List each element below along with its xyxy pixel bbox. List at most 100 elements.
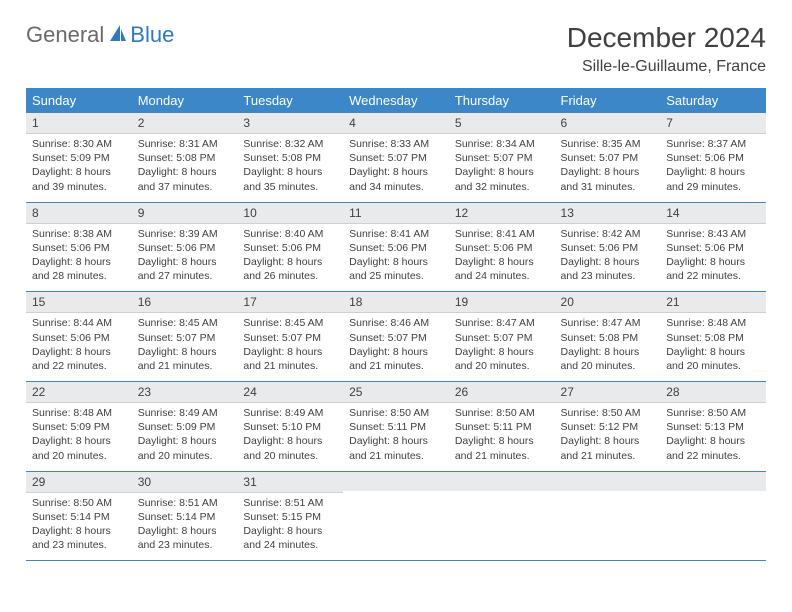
sunset-line: Sunset: 5:07 PM (243, 331, 337, 345)
sunset-line: Sunset: 5:15 PM (243, 510, 337, 524)
sunrise-line: Sunrise: 8:45 AM (243, 316, 337, 330)
daylight-line: Daylight: 8 hours and 27 minutes. (138, 255, 232, 283)
day-body: Sunrise: 8:37 AMSunset: 5:06 PMDaylight:… (660, 134, 766, 202)
daylight-line: Daylight: 8 hours and 23 minutes. (561, 255, 655, 283)
daylight-line: Daylight: 8 hours and 23 minutes. (138, 524, 232, 552)
day-body: Sunrise: 8:50 AMSunset: 5:14 PMDaylight:… (26, 493, 132, 561)
empty-day-number (555, 472, 661, 491)
sunset-line: Sunset: 5:14 PM (32, 510, 126, 524)
sunset-line: Sunset: 5:08 PM (561, 331, 655, 345)
brand-text-general: General (26, 22, 104, 48)
day-cell: 25Sunrise: 8:50 AMSunset: 5:11 PMDayligh… (343, 382, 449, 472)
sunset-line: Sunset: 5:08 PM (138, 151, 232, 165)
sunrise-line: Sunrise: 8:50 AM (32, 496, 126, 510)
daylight-line: Daylight: 8 hours and 28 minutes. (32, 255, 126, 283)
sunrise-line: Sunrise: 8:35 AM (561, 137, 655, 151)
weekday-header: Sunday (26, 88, 132, 113)
day-body: Sunrise: 8:35 AMSunset: 5:07 PMDaylight:… (555, 134, 661, 202)
day-cell: 26Sunrise: 8:50 AMSunset: 5:11 PMDayligh… (449, 382, 555, 472)
day-cell: 15Sunrise: 8:44 AMSunset: 5:06 PMDayligh… (26, 292, 132, 382)
brand-logo: General Blue (26, 22, 174, 48)
day-cell: 12Sunrise: 8:41 AMSunset: 5:06 PMDayligh… (449, 202, 555, 292)
sunrise-line: Sunrise: 8:50 AM (561, 406, 655, 420)
sunrise-line: Sunrise: 8:38 AM (32, 227, 126, 241)
day-cell: 14Sunrise: 8:43 AMSunset: 5:06 PMDayligh… (660, 202, 766, 292)
day-number: 25 (343, 382, 449, 403)
day-cell: 21Sunrise: 8:48 AMSunset: 5:08 PMDayligh… (660, 292, 766, 382)
sunset-line: Sunset: 5:06 PM (666, 241, 760, 255)
sunrise-line: Sunrise: 8:48 AM (666, 316, 760, 330)
sunrise-line: Sunrise: 8:47 AM (455, 316, 549, 330)
day-body: Sunrise: 8:32 AMSunset: 5:08 PMDaylight:… (237, 134, 343, 202)
sunset-line: Sunset: 5:06 PM (455, 241, 549, 255)
sunrise-line: Sunrise: 8:40 AM (243, 227, 337, 241)
day-number: 16 (132, 292, 238, 313)
day-cell: 11Sunrise: 8:41 AMSunset: 5:06 PMDayligh… (343, 202, 449, 292)
day-body: Sunrise: 8:45 AMSunset: 5:07 PMDaylight:… (237, 313, 343, 381)
sunset-line: Sunset: 5:11 PM (349, 420, 443, 434)
sunrise-line: Sunrise: 8:46 AM (349, 316, 443, 330)
daylight-line: Daylight: 8 hours and 21 minutes. (243, 345, 337, 373)
sunset-line: Sunset: 5:13 PM (666, 420, 760, 434)
sunset-line: Sunset: 5:06 PM (666, 151, 760, 165)
sunset-line: Sunset: 5:07 PM (138, 331, 232, 345)
sunset-line: Sunset: 5:06 PM (32, 331, 126, 345)
sunrise-line: Sunrise: 8:30 AM (32, 137, 126, 151)
daylight-line: Daylight: 8 hours and 23 minutes. (32, 524, 126, 552)
day-number: 15 (26, 292, 132, 313)
daylight-line: Daylight: 8 hours and 20 minutes. (138, 434, 232, 462)
day-cell: 17Sunrise: 8:45 AMSunset: 5:07 PMDayligh… (237, 292, 343, 382)
empty-day-number (660, 472, 766, 491)
daylight-line: Daylight: 8 hours and 20 minutes. (561, 345, 655, 373)
sunrise-line: Sunrise: 8:50 AM (455, 406, 549, 420)
day-cell: 20Sunrise: 8:47 AMSunset: 5:08 PMDayligh… (555, 292, 661, 382)
sunrise-line: Sunrise: 8:42 AM (561, 227, 655, 241)
brand-sail-icon (108, 23, 128, 48)
sunset-line: Sunset: 5:14 PM (138, 510, 232, 524)
sunrise-line: Sunrise: 8:51 AM (138, 496, 232, 510)
day-number: 19 (449, 292, 555, 313)
sunrise-line: Sunrise: 8:50 AM (666, 406, 760, 420)
daylight-line: Daylight: 8 hours and 39 minutes. (32, 165, 126, 193)
day-cell: 13Sunrise: 8:42 AMSunset: 5:06 PMDayligh… (555, 202, 661, 292)
sunset-line: Sunset: 5:08 PM (243, 151, 337, 165)
weekday-header: Monday (132, 88, 238, 113)
daylight-line: Daylight: 8 hours and 22 minutes. (666, 255, 760, 283)
sunrise-line: Sunrise: 8:51 AM (243, 496, 337, 510)
sunrise-line: Sunrise: 8:39 AM (138, 227, 232, 241)
empty-day-number (343, 472, 449, 491)
day-body: Sunrise: 8:42 AMSunset: 5:06 PMDaylight:… (555, 224, 661, 292)
header: General Blue December 2024 Sille-le-Guil… (26, 22, 766, 76)
sunset-line: Sunset: 5:06 PM (561, 241, 655, 255)
sunrise-line: Sunrise: 8:43 AM (666, 227, 760, 241)
sunrise-line: Sunrise: 8:34 AM (455, 137, 549, 151)
daylight-line: Daylight: 8 hours and 20 minutes. (32, 434, 126, 462)
week-row: 15Sunrise: 8:44 AMSunset: 5:06 PMDayligh… (26, 292, 766, 382)
day-body: Sunrise: 8:44 AMSunset: 5:06 PMDaylight:… (26, 313, 132, 381)
sunset-line: Sunset: 5:12 PM (561, 420, 655, 434)
weekday-header-row: SundayMondayTuesdayWednesdayThursdayFrid… (26, 88, 766, 113)
daylight-line: Daylight: 8 hours and 35 minutes. (243, 165, 337, 193)
day-body: Sunrise: 8:39 AMSunset: 5:06 PMDaylight:… (132, 224, 238, 292)
calendar-table: SundayMondayTuesdayWednesdayThursdayFrid… (26, 88, 766, 561)
day-cell: 27Sunrise: 8:50 AMSunset: 5:12 PMDayligh… (555, 382, 661, 472)
empty-day-body (449, 491, 555, 541)
day-body: Sunrise: 8:41 AMSunset: 5:06 PMDaylight:… (343, 224, 449, 292)
sunrise-line: Sunrise: 8:33 AM (349, 137, 443, 151)
day-cell: 16Sunrise: 8:45 AMSunset: 5:07 PMDayligh… (132, 292, 238, 382)
day-cell: 7Sunrise: 8:37 AMSunset: 5:06 PMDaylight… (660, 113, 766, 202)
day-body: Sunrise: 8:34 AMSunset: 5:07 PMDaylight:… (449, 134, 555, 202)
day-body: Sunrise: 8:51 AMSunset: 5:15 PMDaylight:… (237, 493, 343, 561)
day-cell: 10Sunrise: 8:40 AMSunset: 5:06 PMDayligh… (237, 202, 343, 292)
day-body: Sunrise: 8:50 AMSunset: 5:11 PMDaylight:… (343, 403, 449, 471)
day-number: 5 (449, 113, 555, 134)
daylight-line: Daylight: 8 hours and 31 minutes. (561, 165, 655, 193)
daylight-line: Daylight: 8 hours and 24 minutes. (243, 524, 337, 552)
sunrise-line: Sunrise: 8:41 AM (455, 227, 549, 241)
day-number: 20 (555, 292, 661, 313)
day-number: 9 (132, 203, 238, 224)
location-label: Sille-le-Guillaume, France (567, 58, 766, 76)
weekday-header: Saturday (660, 88, 766, 113)
sunrise-line: Sunrise: 8:37 AM (666, 137, 760, 151)
day-body: Sunrise: 8:41 AMSunset: 5:06 PMDaylight:… (449, 224, 555, 292)
